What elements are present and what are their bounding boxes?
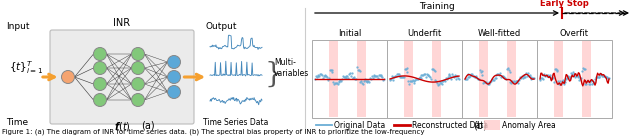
Text: Training: Training [419,2,455,11]
Text: Original Data: Original Data [334,121,385,130]
Circle shape [168,55,180,68]
Circle shape [93,94,106,107]
Text: Figure 1: (a) The diagram of INR for time series data. (b) The spectral bias pro: Figure 1: (a) The diagram of INR for tim… [2,129,424,135]
Text: Underfit: Underfit [408,29,442,38]
Bar [484,120,500,130]
Bar [582,41,591,117]
Circle shape [131,94,145,107]
Text: Anomaly Area: Anomaly Area [502,121,556,130]
Bar [357,41,366,117]
Circle shape [168,86,180,99]
Bar [403,41,413,117]
Circle shape [93,61,106,74]
Text: (b): (b) [473,120,487,130]
Bar [462,40,537,118]
Circle shape [93,78,106,90]
Bar [479,41,488,117]
Text: Input: Input [6,22,29,31]
Bar [507,41,516,117]
Circle shape [93,47,106,60]
Bar [387,40,462,118]
Text: Reconstructed Data: Reconstructed Data [412,121,488,130]
Circle shape [131,61,145,74]
Text: Initial: Initial [338,29,361,38]
Circle shape [168,71,180,83]
Text: }: } [264,60,282,88]
Text: Time: Time [6,118,28,127]
Bar [432,41,441,117]
Text: Overfit: Overfit [560,29,589,38]
Circle shape [131,78,145,90]
Text: $\{t\}_{i=1}^{T}$: $\{t\}_{i=1}^{T}$ [9,60,43,76]
Text: Well-fitted: Well-fitted [478,29,521,38]
Bar [554,41,563,117]
Bar [537,40,612,118]
Text: $\boldsymbol{f}(t)$: $\boldsymbol{f}(t)$ [114,120,131,133]
Text: (a): (a) [141,120,155,130]
Text: Multi-
variables: Multi- variables [274,58,309,78]
Text: Early Stop: Early Stop [540,0,588,8]
Circle shape [61,71,74,83]
Text: Time Series Data: Time Series Data [204,118,269,127]
Text: Output: Output [206,22,237,31]
Circle shape [131,47,145,60]
FancyBboxPatch shape [50,30,194,124]
Text: INR: INR [113,18,131,28]
Bar [328,41,337,117]
Bar [312,40,387,118]
